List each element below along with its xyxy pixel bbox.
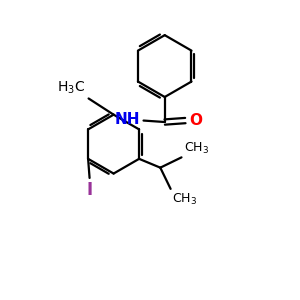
Text: O: O xyxy=(189,113,202,128)
Text: I: I xyxy=(86,181,93,199)
Text: CH$_3$: CH$_3$ xyxy=(172,192,197,207)
Text: CH$_3$: CH$_3$ xyxy=(184,141,210,156)
Text: NH: NH xyxy=(115,112,140,127)
Text: H$_3$C: H$_3$C xyxy=(57,80,85,96)
